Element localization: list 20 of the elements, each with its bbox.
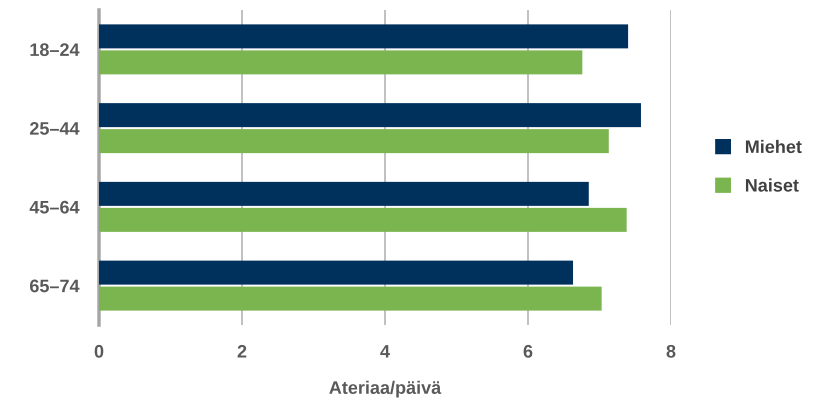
- x-tick-label: 0: [94, 344, 104, 358]
- y-tick-label: 25–44: [30, 122, 80, 135]
- bar: [99, 208, 627, 232]
- legend-label: Naiset: [746, 178, 799, 192]
- y-tick-label: 65–74: [30, 280, 80, 292]
- bar: [99, 182, 589, 206]
- bar: [99, 129, 609, 154]
- x-axis-title: Ateriaa/päivä: [329, 380, 442, 398]
- y-tick-label: 18–24: [30, 43, 80, 56]
- y-tick-label: 45–64: [30, 200, 80, 214]
- x-tick-label: 8: [666, 344, 676, 358]
- bar: [99, 24, 628, 48]
- x-tick-label: 6: [524, 344, 532, 358]
- bar: [99, 286, 602, 311]
- legend-label: Miehet: [746, 140, 802, 154]
- x-tick-label: 2: [238, 344, 246, 358]
- bar: [99, 103, 641, 128]
- bar: [99, 50, 582, 74]
- x-tick-label: 4: [380, 345, 390, 358]
- bar: [99, 260, 574, 285]
